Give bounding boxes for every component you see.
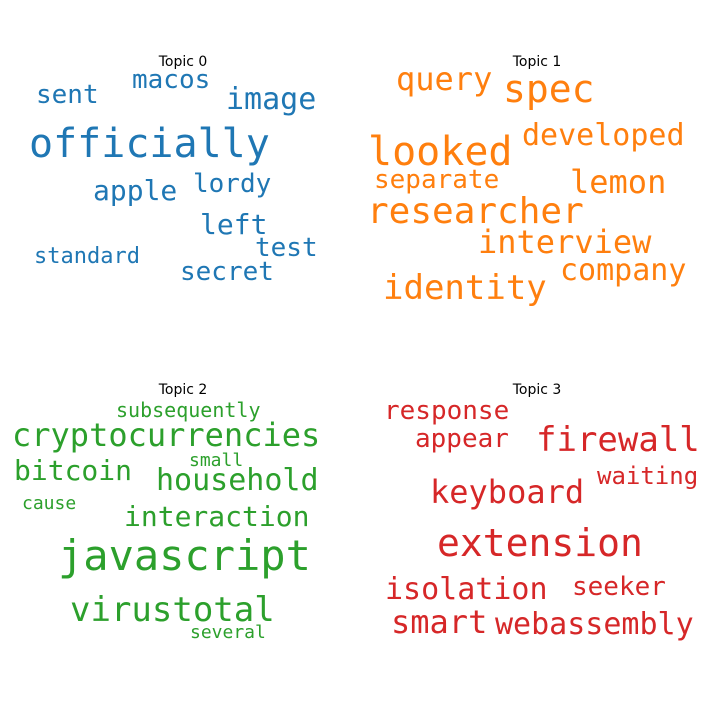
word-waiting: waiting (597, 462, 698, 490)
word-cause: cause (22, 493, 76, 514)
word-smart: smart (391, 603, 487, 641)
word-appear: appear (415, 424, 509, 454)
word-left: left (200, 208, 267, 241)
word-researcher: researcher (367, 191, 584, 232)
word-isolation: isolation (385, 572, 548, 607)
word-developed: developed (522, 118, 685, 153)
word-interaction: interaction (124, 500, 309, 533)
word-test: test (255, 233, 318, 263)
word-webassembly: webassembly (495, 607, 694, 642)
word-lordy: lordy (193, 169, 271, 199)
topic-title: Topic 1 (512, 54, 562, 70)
topic-title: Topic 2 (158, 382, 208, 398)
word-small: small (189, 450, 243, 471)
topic-panel-0: Topic 0 officially image macos sent apple lord… (29, 54, 318, 287)
word-macos: macos (132, 65, 210, 95)
topic-title: Topic 3 (512, 382, 562, 398)
topic-panel-1: Topic 1 query spec looked developed separate l… (367, 54, 686, 308)
word-bitcoin: bitcoin (14, 454, 132, 487)
topic-panel-2: Topic 2subsequentlycryptocurrenciesbitco… (12, 382, 320, 643)
word-virustotal: virustotal (70, 590, 275, 630)
word-lemon: lemon (570, 163, 666, 201)
word-interview: interview (478, 223, 652, 261)
word-identity: identity (383, 268, 547, 308)
word-separate: separate (374, 165, 499, 195)
word-household: household (156, 463, 319, 498)
word-keyboard: keyboard (430, 473, 584, 511)
word-firewall: firewall (536, 420, 700, 460)
word-cryptocurrencies: cryptocurrencies (12, 416, 320, 454)
topic-title: Topic 0 (158, 54, 208, 70)
word-sent: sent (36, 80, 99, 110)
word-subsequently: subsequently (116, 398, 261, 422)
word-javascript: javascript (58, 531, 311, 580)
word-spec: spec (503, 67, 595, 111)
word-officially: officially (29, 121, 270, 167)
word-company: company (560, 253, 686, 288)
word-secret: secret (180, 257, 274, 287)
word-apple: apple (93, 174, 177, 207)
word-image: image (226, 82, 316, 117)
word-query: query (396, 60, 492, 98)
word-response: response (384, 396, 509, 426)
word-standard: standard (34, 244, 140, 269)
word-looked: looked (368, 129, 513, 175)
word-seeker: seeker (572, 572, 666, 602)
word-several: several (190, 622, 266, 643)
word-extension: extension (437, 521, 643, 565)
